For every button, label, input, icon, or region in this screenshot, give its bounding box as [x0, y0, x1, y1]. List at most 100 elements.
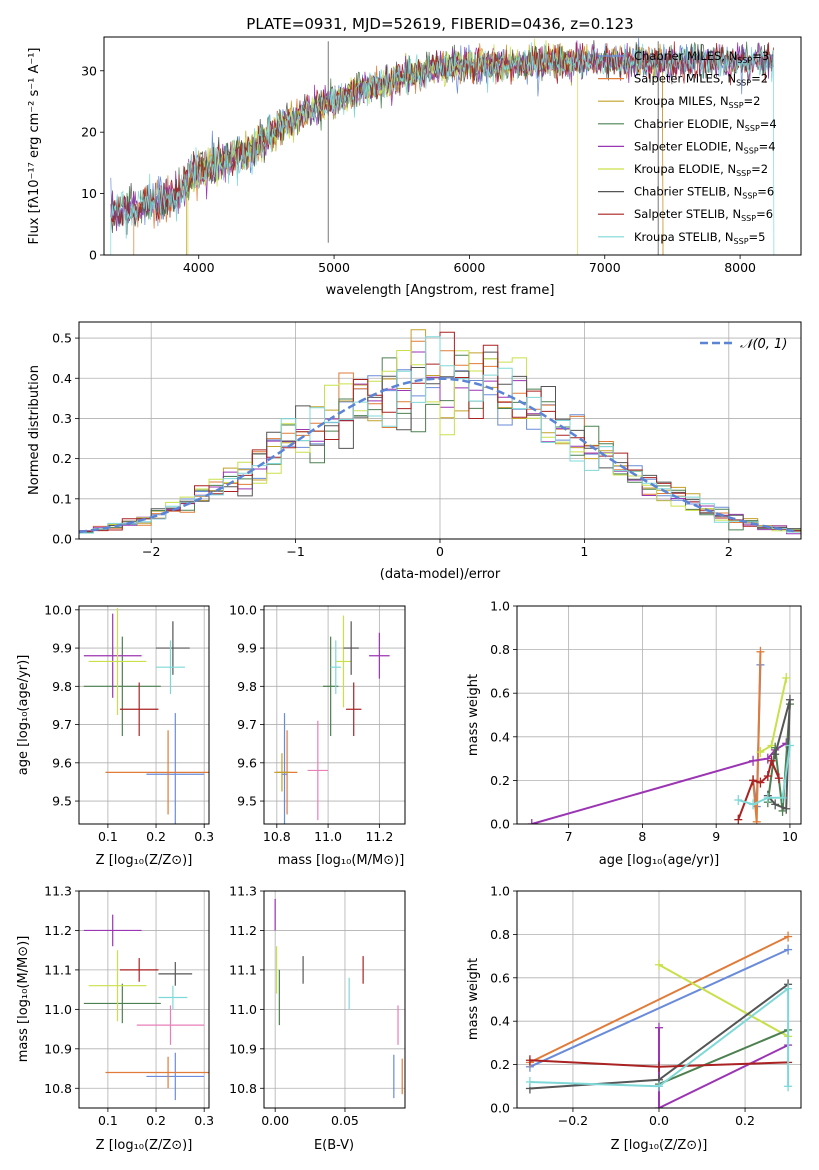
spectrum-line: [110, 42, 775, 255]
y-tick-label: 0.6: [490, 970, 510, 985]
legend-label: 𝒩(0, 1): [740, 337, 787, 352]
panel-6-xlabel: Z [log₁₀(Z/Z⊙)]: [96, 1138, 193, 1153]
y-tick-label: 10.9: [44, 1041, 72, 1056]
y-tick-label: 9.9: [237, 641, 257, 656]
panel-2-ylabel: Normed distribution: [27, 365, 42, 495]
panel-7-xlabel: E(B-V): [314, 1138, 354, 1153]
panel-4-axes: 10.8 11.0 11.2 9.5 9.6 9.7 9.8 9.9 10.0: [229, 602, 405, 844]
y-tick-label: 0.0: [490, 817, 510, 832]
y-tick-label: 1.0: [490, 884, 510, 899]
panel-5-frame: [516, 605, 802, 825]
y-tick-label: 0: [89, 248, 97, 263]
y-tick-label: 0.5: [52, 331, 72, 346]
x-tick-label: 8: [638, 829, 646, 844]
y-tick-label: 0.1: [52, 491, 72, 506]
panel-6-points: [83, 914, 209, 1101]
panel-8-xlabel: Z [log₁₀(Z/Z⊙)]: [611, 1138, 708, 1153]
y-tick-label: 9.5: [237, 794, 257, 809]
x-tick-label: 11.2: [365, 829, 393, 844]
y-tick-label: 0.4: [490, 1014, 510, 1029]
legend-label: Chabrier ELODIE, NSSP=4: [634, 117, 777, 133]
y-tick-label: 0.2: [490, 1057, 510, 1072]
x-tick-label: −2: [142, 544, 160, 559]
legend-label: Chabrier MILES, NSSP=3: [634, 49, 769, 65]
panel-8-frame: [516, 890, 802, 1109]
y-tick-label: 10: [81, 186, 97, 201]
x-tick-label: 1: [580, 544, 588, 559]
histogram-plot: [79, 329, 801, 535]
histogram-step: [79, 331, 801, 532]
y-tick-label: 10.8: [44, 1081, 72, 1096]
histogram-step: [79, 350, 801, 532]
x-tick-label: 7000: [589, 260, 621, 275]
x-tick-label: 0.00: [261, 1113, 289, 1128]
panel-3-axes: 0.1 0.2 0.3 9.5 9.6 9.7 9.8 9.9 10.0: [44, 602, 214, 844]
y-tick-label: 9.7: [237, 717, 257, 732]
y-tick-label: 0.6: [490, 686, 510, 701]
y-tick-label: 0.2: [52, 451, 72, 466]
y-tick-label: 11.2: [229, 923, 257, 938]
panel-8-lines: [525, 931, 793, 1108]
panel-2-xlabel: (data-model)/error: [380, 567, 501, 582]
series-line: [529, 986, 790, 1088]
legend-label: Kroupa ELODIE, NSSP=2: [634, 162, 768, 178]
y-tick-label: 10.8: [229, 1081, 257, 1096]
legend-label: Salpeter STELIB, NSSP=6: [634, 207, 773, 223]
y-tick-label: 11.1: [229, 962, 257, 977]
y-tick-label: 0.3: [52, 411, 72, 426]
y-tick-label: 11.2: [44, 923, 72, 938]
y-tick-label: 11.3: [229, 884, 257, 899]
series-line: [658, 1028, 789, 1086]
y-tick-label: 9.8: [237, 679, 257, 694]
y-tick-label: 11.0: [229, 1002, 257, 1017]
spectrum-line: [110, 41, 774, 227]
x-tick-label: 0.2: [735, 1113, 755, 1128]
x-tick-label: 0.05: [331, 1113, 359, 1128]
series-line: [737, 757, 780, 820]
x-tick-label: 8000: [724, 260, 756, 275]
panel-4-frame: [263, 605, 406, 825]
y-tick-label: 0.8: [490, 642, 510, 657]
x-tick-label: 5000: [318, 260, 350, 275]
panel-1-ylabel: Flux [fλ10⁻¹⁷ erg cm⁻² s⁻¹ A⁻¹]: [27, 48, 42, 245]
panel-3-frame: [78, 605, 210, 825]
series-line: [531, 742, 787, 824]
panel-3-xlabel: Z [log₁₀(Z/Z⊙)]: [96, 853, 193, 868]
x-tick-label: 0.3: [194, 829, 214, 844]
series-line: [658, 963, 789, 1038]
panel-2-frame: [78, 321, 802, 540]
panel-3-points: [83, 607, 209, 824]
legend-label: Chabrier STELIB, NSSP=6: [634, 185, 774, 201]
x-tick-label: −1: [286, 544, 304, 559]
spectrum-plot: [110, 37, 775, 255]
panel-5-lines: [527, 646, 794, 824]
y-tick-label: 9.9: [52, 641, 72, 656]
x-tick-label: 2: [725, 544, 733, 559]
y-tick-label: 0.0: [490, 1101, 510, 1116]
panel-4-xlabel: mass [log₁₀(M/M⊙)]: [278, 853, 405, 868]
series-line: [759, 677, 788, 753]
y-tick-label: 11.3: [44, 884, 72, 899]
y-tick-label: 9.6: [52, 755, 72, 770]
y-tick-label: 1.0: [490, 599, 510, 614]
panel-3-ylabel: age [log₁₀(age/yr)]: [16, 655, 31, 776]
panel-1-title: PLATE=0931, MJD=52619, FIBERID=0436, z=0…: [246, 15, 633, 33]
y-tick-label: 0.4: [52, 371, 72, 386]
panel-2-axes: −2 −1 0 1 2 0.0 0.1 0.2 0.3 0.4 0.5: [52, 322, 801, 559]
panel-4-points: [274, 615, 390, 824]
panel-5-xlabel: age [log₁₀(age/yr)]: [599, 853, 720, 868]
y-tick-label: 11.1: [44, 962, 72, 977]
x-tick-label: 4000: [183, 260, 215, 275]
panel-7-points: [274, 898, 403, 1099]
x-tick-label: −0.2: [558, 1113, 588, 1128]
x-tick-label: 0.2: [146, 1113, 166, 1128]
x-tick-label: 0.0: [649, 1113, 669, 1128]
legend-label: Kroupa STELIB, NSSP=5: [634, 230, 765, 246]
panel-5-ylabel: mass weight: [466, 674, 481, 756]
panel-1-frame: [103, 36, 802, 256]
x-tick-label: 10: [782, 829, 798, 844]
histogram-step: [79, 351, 801, 533]
panel-6-axes: 0.1 0.2 0.3 10.8 10.9 11.0 11.1 11.2 11.3: [44, 884, 214, 1129]
x-tick-label: 0.1: [98, 1113, 118, 1128]
